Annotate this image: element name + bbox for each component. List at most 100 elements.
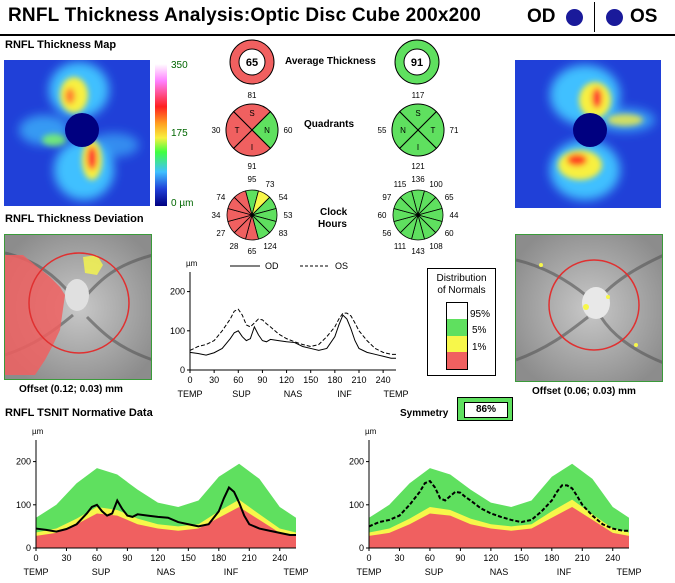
tsnit-od-region-0: TEMP xyxy=(23,567,48,577)
tsnit-od-ylabel: µm xyxy=(32,427,44,436)
svg-text:T: T xyxy=(431,126,436,135)
od-clock-sector-11 xyxy=(233,190,253,217)
os-clock-value-1: 100 xyxy=(429,180,443,189)
tsnit-od-region-3: INF xyxy=(224,567,239,577)
tsnit-comp-ytick-200: 200 xyxy=(170,287,185,297)
os-clock-value-4: 60 xyxy=(445,229,454,238)
tsnit-od-ytick-0: 0 xyxy=(26,543,31,553)
tsnit-os-xtick-60: 60 xyxy=(425,553,435,563)
tsnit-os-region-3: INF xyxy=(557,567,572,577)
title-bar xyxy=(0,0,675,36)
svg-text:I: I xyxy=(417,143,419,152)
os-clock-value-2: 65 xyxy=(445,193,454,202)
os-clock-value-6: 143 xyxy=(411,247,425,256)
tsnit-os-ylabel: µm xyxy=(365,427,377,436)
tsnit-os-region-2: NAS xyxy=(490,567,509,577)
swatch-white xyxy=(447,303,467,319)
od-thickness-map xyxy=(4,60,150,206)
tsnit-os-ytick-0: 0 xyxy=(359,543,364,553)
os-quadrant-s xyxy=(398,103,438,131)
od-clock-value-2: 54 xyxy=(279,193,288,202)
tsnit-comp-region-4: TEMP xyxy=(383,389,408,399)
tsnit-od-region-2: NAS xyxy=(157,567,176,577)
distribution-1: 1% xyxy=(472,342,487,353)
od-deviation-map xyxy=(4,234,152,380)
tsnit-os-ytick-100: 100 xyxy=(349,500,364,510)
tsnit-os-xtick-0: 0 xyxy=(366,553,371,563)
tsnit-comp-xtick-210: 210 xyxy=(351,375,366,385)
tsnit-os-xtick-120: 120 xyxy=(483,553,498,563)
swatch-yellow xyxy=(447,336,467,352)
tsnit-comp-region-3: INF xyxy=(337,389,352,399)
os-clock-value-0: 136 xyxy=(411,175,425,184)
od-quadrant-t-value: 30 xyxy=(212,126,221,135)
tsnit-od-region-4: TEMP xyxy=(283,567,308,577)
distribution-legend: Distribution of Normals 95% 5% 1% xyxy=(427,268,496,376)
od-clock-value-5: 124 xyxy=(263,242,277,251)
od-quadrant-s xyxy=(232,103,272,131)
os-quadrant-s-value: 117 xyxy=(412,91,425,100)
os-clock-value-11: 115 xyxy=(394,180,407,189)
os-clock-value-3: 44 xyxy=(450,211,459,220)
tsnit-od-xtick-150: 150 xyxy=(181,553,196,563)
tsnit-os-chart: 0 100 200 0 30 60 90 120 150 180 210 240 µm TEMP SUP NA… xyxy=(349,427,642,577)
symmetry-badge: 86% xyxy=(457,397,513,421)
symmetry-value: 86% xyxy=(464,402,508,418)
od-clock-value-10: 74 xyxy=(216,193,225,202)
tsnit-comp-xtick-60: 60 xyxy=(233,375,243,385)
os-clock-value-7: 111 xyxy=(394,242,407,251)
tsnit-os-xtick-90: 90 xyxy=(455,553,465,563)
tsnit-comp-ytick-100: 100 xyxy=(170,326,185,336)
average-thickness-label: Average Thickness xyxy=(285,56,376,67)
tsnit-od-ytick-100: 100 xyxy=(16,500,31,510)
tsnit-comp-region-2: NAS xyxy=(284,389,303,399)
tsnit-comp-xtick-90: 90 xyxy=(257,375,267,385)
tsnit-od-xtick-30: 30 xyxy=(61,553,71,563)
tsnit-comp-legend-OD: OD xyxy=(265,261,279,271)
hours-label: Hours xyxy=(318,219,347,230)
distribution-swatches xyxy=(446,302,468,370)
od-clock-value-8: 27 xyxy=(216,229,225,238)
os-quadrant-t-value: 71 xyxy=(450,126,459,135)
tsnit-od-band_1pct xyxy=(36,506,296,548)
os-deviation-map xyxy=(515,234,663,382)
tsnit-comp-legend-OS: OS xyxy=(335,261,348,271)
od-clock-value-4: 83 xyxy=(279,229,288,238)
tsnit-comp-xtick-240: 240 xyxy=(376,375,391,385)
os-average-value: 91 xyxy=(411,57,423,69)
eye-divider xyxy=(594,2,595,32)
od-quadrant-i xyxy=(232,129,272,157)
tsnit-comp-xtick-0: 0 xyxy=(187,375,192,385)
colorbar-mid: 175 xyxy=(171,128,188,139)
tsnit-os-xtick-210: 210 xyxy=(575,553,590,563)
od-eye-icon xyxy=(566,9,583,26)
swatch-green xyxy=(447,319,467,336)
od-quadrant-i-value: 91 xyxy=(248,162,257,171)
tsnit-os-region-1: SUP xyxy=(425,567,444,577)
od-quadrant-t xyxy=(225,110,253,150)
quadrants-label: Quadrants xyxy=(304,119,355,130)
distribution-title-1: Distribution xyxy=(436,273,487,284)
tsnit-comp-series-OS xyxy=(189,308,396,355)
od-clock-value-1: 73 xyxy=(266,180,275,189)
od-clock-value-3: 53 xyxy=(284,211,293,220)
colorbar-max: 350 xyxy=(171,60,188,71)
os-label: OS xyxy=(630,6,658,27)
os-quadrant-i-value: 121 xyxy=(411,162,425,171)
os-clock-value-5: 108 xyxy=(429,242,443,251)
os-quadrant-n xyxy=(417,110,445,150)
tsnit-od-xtick-120: 120 xyxy=(150,553,165,563)
section-thickness-deviation: RNFL Thickness Deviation xyxy=(5,213,144,225)
tsnit-comp-series-OD xyxy=(189,314,396,359)
svg-text:S: S xyxy=(415,109,420,118)
os-eye-icon xyxy=(606,9,623,26)
svg-text:S: S xyxy=(249,109,254,118)
tsnit-os-xtick-30: 30 xyxy=(394,553,404,563)
swatch-red xyxy=(447,352,467,369)
tsnit-od-xtick-0: 0 xyxy=(33,553,38,563)
colorbar-min: 0 µm xyxy=(171,198,194,209)
od-quadrants: S N I T 81 60 91 30 xyxy=(212,91,293,171)
tsnit-od-chart: 0 100 200 0 30 60 90 120 150 180 210 240 µm TEMP SUP NA… xyxy=(16,427,309,577)
tsnit-os-series-OS xyxy=(368,479,629,532)
